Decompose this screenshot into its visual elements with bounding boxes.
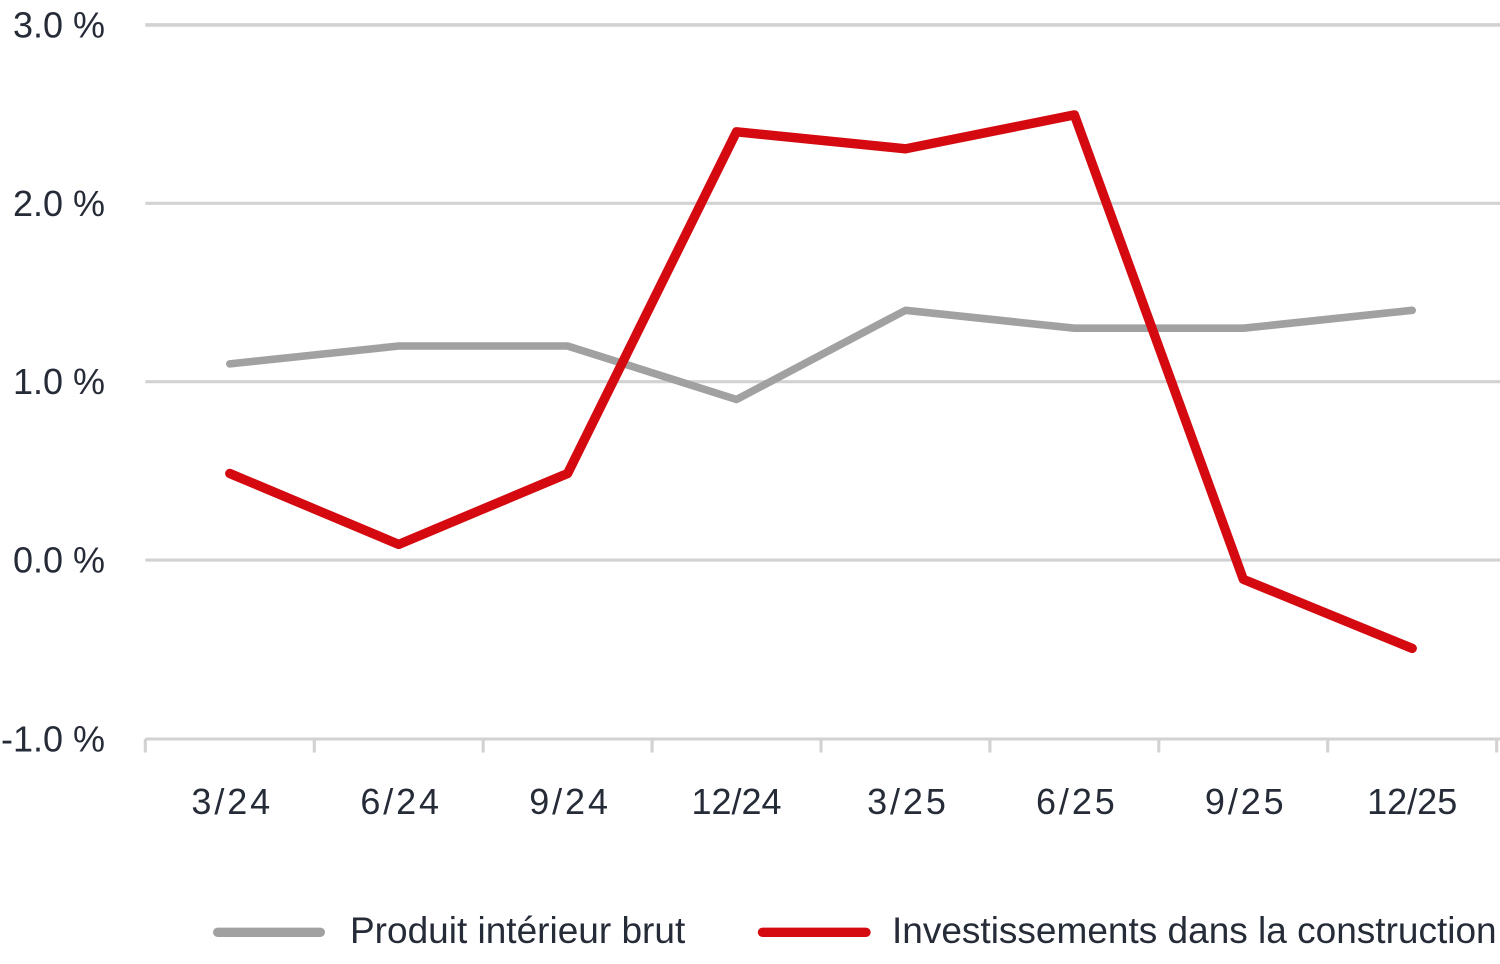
svg-text:6/24: 6/24	[360, 781, 442, 822]
svg-text:1.0 %: 1.0 %	[13, 361, 105, 402]
svg-text:3.0 %: 3.0 %	[13, 4, 105, 45]
svg-text:9/25: 9/25	[1205, 781, 1287, 822]
svg-text:9/24: 9/24	[529, 781, 611, 822]
svg-text:-1.0 %: -1.0 %	[1, 719, 105, 760]
svg-text:6/25: 6/25	[1036, 781, 1118, 822]
svg-text:3/25: 3/25	[867, 781, 949, 822]
svg-text:12/24: 12/24	[691, 781, 781, 822]
svg-text:12/25: 12/25	[1367, 781, 1457, 822]
svg-text:0.0 %: 0.0 %	[13, 540, 105, 581]
svg-text:2.0 %: 2.0 %	[13, 183, 105, 224]
svg-text:3/24: 3/24	[191, 781, 273, 822]
svg-text:Produit intérieur brut: Produit intérieur brut	[350, 910, 686, 951]
svg-text:Investissements dans la constr: Investissements dans la construction	[892, 910, 1497, 951]
